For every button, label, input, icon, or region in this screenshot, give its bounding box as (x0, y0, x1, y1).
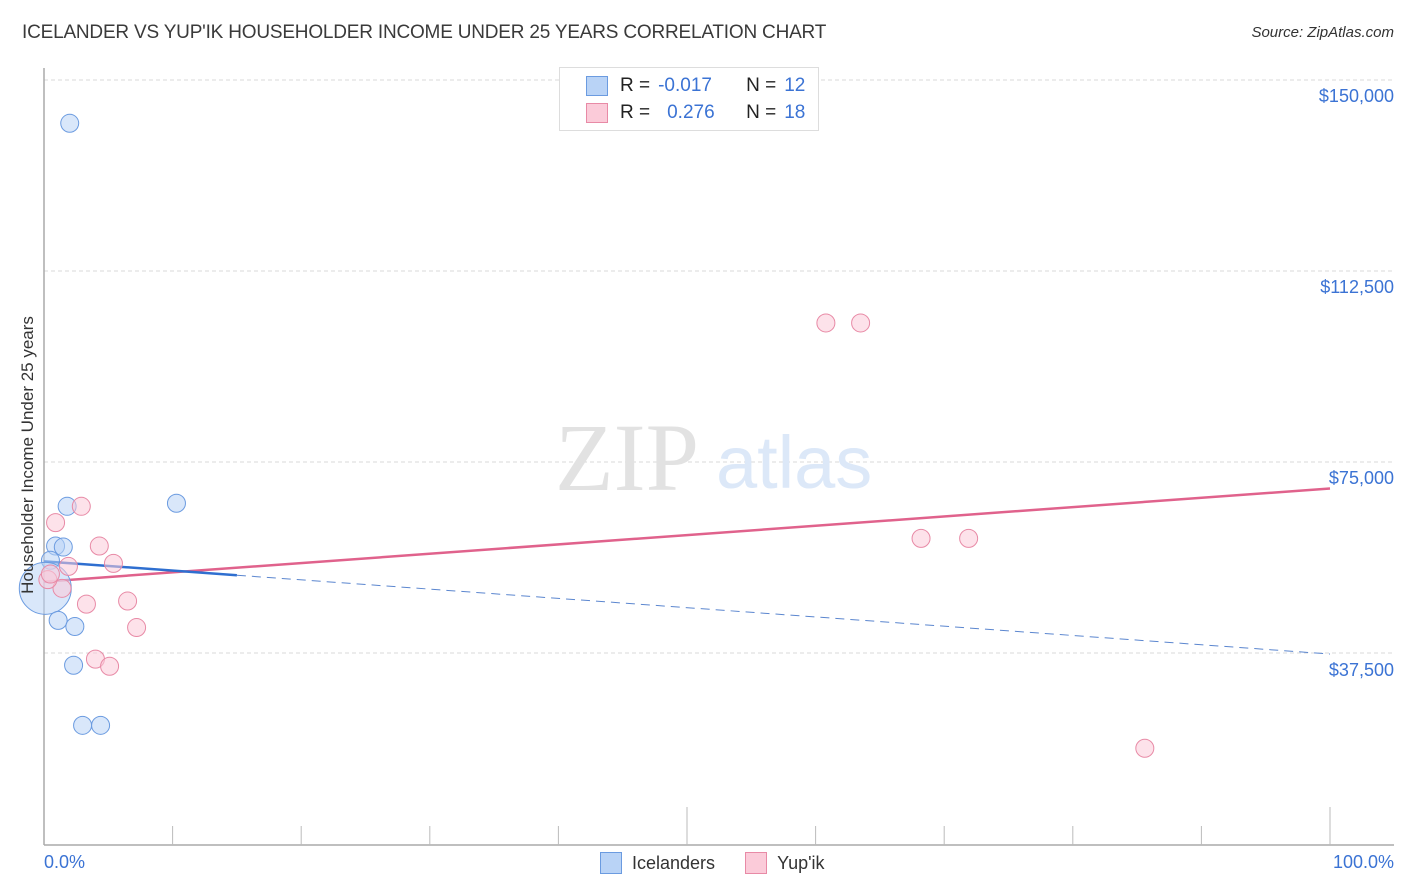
data-point (60, 113, 80, 133)
yupik-trend-line (43, 487, 1331, 583)
x-tick-0: 0.0% (44, 852, 86, 872)
icelanders-trend-extension (236, 574, 1331, 655)
data-point (118, 591, 138, 611)
data-point (89, 536, 109, 556)
x-tick-100: 100.0% (1332, 852, 1394, 872)
n-label: N = (746, 102, 777, 123)
r-value-icelanders: -0.017 (658, 75, 712, 96)
legend-row-yupik: R = 0.276 N = 18 (586, 101, 805, 125)
y-tick-37500: $37,500 (1328, 660, 1394, 680)
r-label: R = (620, 102, 651, 123)
yupik-legend-swatch (745, 852, 768, 874)
icelanders-swatch (586, 76, 608, 96)
data-point (65, 617, 85, 637)
source-label: Source: ZipAtlas.com (1251, 24, 1394, 41)
data-point (46, 513, 66, 533)
legend-row-icelanders: R = -0.017 N = 12 (586, 74, 805, 98)
watermark: ZIP atlas (555, 404, 872, 511)
correlation-legend: R = -0.017 N = 12 R = 0.276 N = 18 (559, 67, 819, 131)
data-point (100, 656, 120, 676)
icelanders-legend-label: Icelanders (632, 852, 716, 873)
y-tick-75000: $75,000 (1328, 468, 1394, 488)
data-point (911, 528, 931, 548)
icelanders-legend-swatch (600, 852, 622, 874)
n-value-yupik: 18 (784, 102, 806, 123)
svg-text:atlas: atlas (716, 421, 872, 504)
axes (43, 68, 1394, 846)
data-point (91, 715, 111, 735)
r-value-yupik: 0.276 (667, 102, 715, 123)
n-value-icelanders: 12 (784, 75, 806, 96)
data-point (53, 537, 73, 557)
y-tick-112500: $112,500 (1320, 277, 1394, 297)
yupik-swatch (586, 103, 608, 123)
data-point (48, 610, 68, 630)
data-point (816, 313, 836, 333)
data-point (58, 556, 78, 576)
data-point (959, 528, 979, 548)
y-axis-label: Householder Income Under 25 years (18, 316, 37, 594)
data-point (76, 594, 96, 614)
data-point (166, 493, 186, 513)
data-point (64, 655, 84, 675)
svg-text:ZIP: ZIP (555, 404, 699, 511)
data-point (73, 715, 93, 735)
series-legend: Icelanders Yup'ik (600, 852, 825, 874)
yupik-legend-label: Yup'ik (777, 852, 825, 873)
chart-title: ICELANDER VS YUP'IK HOUSEHOLDER INCOME U… (22, 22, 827, 43)
y-tick-150000: $150,000 (1318, 86, 1394, 106)
data-point (127, 618, 147, 638)
data-point (71, 496, 91, 516)
r-label: R = (620, 75, 651, 96)
data-point (40, 564, 60, 584)
data-point (103, 553, 123, 573)
data-points (18, 113, 1155, 758)
data-point (851, 313, 871, 333)
data-point (52, 578, 72, 598)
trend-lines (43, 487, 1331, 655)
data-point (1135, 738, 1155, 758)
n-label: N = (746, 75, 777, 96)
